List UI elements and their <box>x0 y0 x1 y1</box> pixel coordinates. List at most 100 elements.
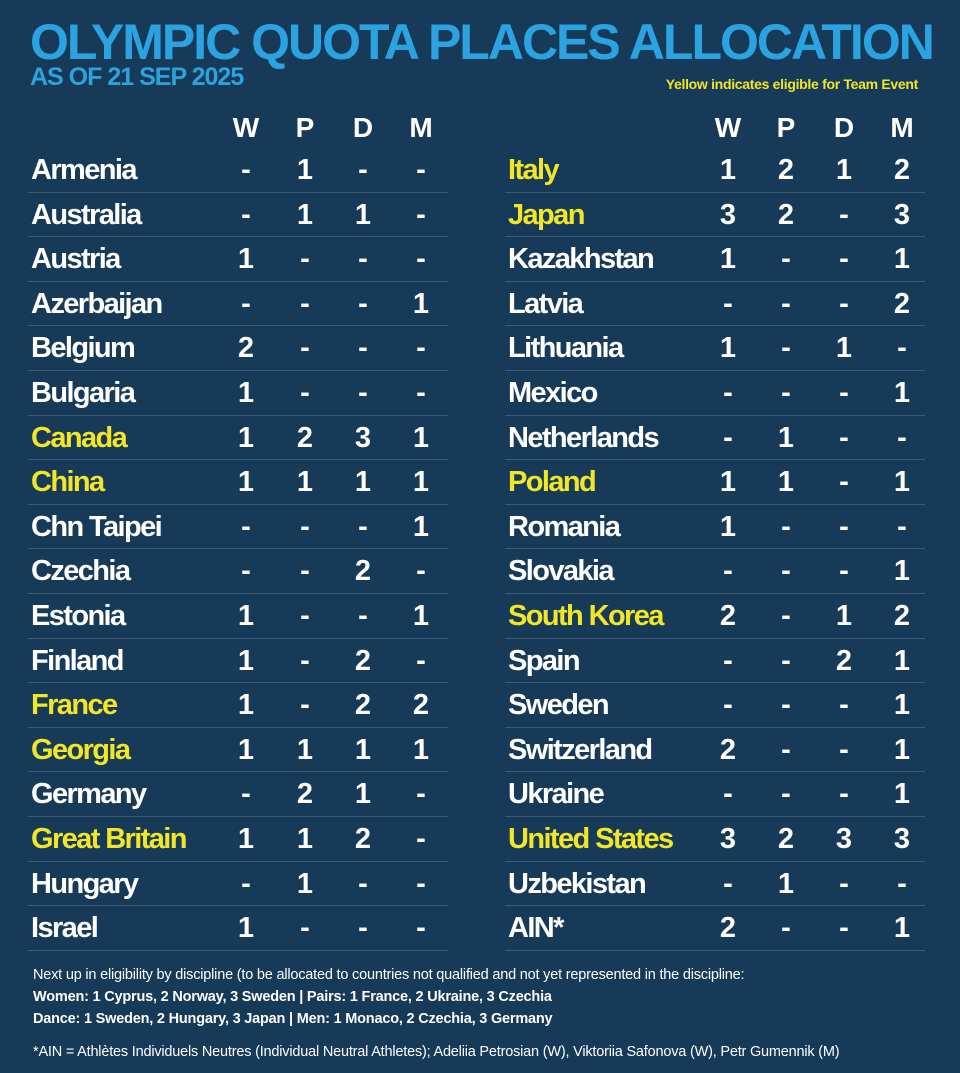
quota-cell-pairs: 2 <box>777 154 795 186</box>
quota-cell-women: 3 <box>719 822 737 855</box>
table-row: Kazakhstan 1 - - 1 <box>505 237 925 282</box>
quota-cell-pairs: - <box>781 733 791 766</box>
quota-cell-pairs: - <box>300 644 310 677</box>
country-name: Israel <box>31 912 99 945</box>
quota-cell-dance: - <box>358 287 368 320</box>
quota-cell-men: - <box>897 867 907 900</box>
quota-cell-dance: - <box>839 555 849 588</box>
quota-cell-dance: 2 <box>354 822 372 855</box>
table-row: Switzerland 2 - - 1 <box>505 728 925 773</box>
quota-table-right: W P D M Italy 1 2 1 2 Japan 3 2 - 3 Kazakhstan 1 - - 1… <box>505 108 925 951</box>
table-row: United States 3 2 3 3 <box>505 817 925 862</box>
quota-cell-pairs: - <box>300 332 310 365</box>
quota-cell-dance: - <box>839 287 849 320</box>
quota-cell-dance: 2 <box>835 644 853 677</box>
table-row: Australia - 1 1 - <box>28 193 448 238</box>
quota-cell-dance: - <box>839 689 849 722</box>
quota-cell-dance: 1 <box>354 778 372 811</box>
quota-cell-men: 1 <box>893 243 911 276</box>
country-name: Czechia <box>31 555 131 588</box>
quota-cell-men: 1 <box>412 599 430 632</box>
country-name: Georgia <box>31 733 131 766</box>
quota-cell-pairs: 1 <box>777 421 795 454</box>
quota-cell-women: 1 <box>719 243 737 276</box>
ain-footnote: *AIN = Athlètes Individuels Neutres (Ind… <box>33 1044 840 1060</box>
column-header-dance: D <box>352 112 374 143</box>
table-row: Lithuania 1 - 1 - <box>505 326 925 371</box>
table-row: Armenia - 1 - - <box>28 148 448 193</box>
quota-cell-dance: - <box>839 376 849 409</box>
country-name: France <box>31 689 118 722</box>
quota-cell-men: 1 <box>893 778 911 811</box>
quota-cell-pairs: - <box>300 599 310 632</box>
country-name: United States <box>508 822 674 855</box>
country-name: China <box>31 466 105 499</box>
quota-cell-dance: - <box>839 912 849 945</box>
quota-cell-dance: - <box>358 510 368 543</box>
column-header-men: M <box>890 112 914 143</box>
table-row: Germany - 2 1 - <box>28 772 448 817</box>
column-header-dance: D <box>833 112 855 143</box>
country-name: Great Britain <box>31 822 187 855</box>
quota-cell-pairs: - <box>300 243 310 276</box>
table-row: Sweden - - - 1 <box>505 683 925 728</box>
quota-cell-women: 1 <box>237 599 255 632</box>
column-header-pairs: P <box>776 112 796 143</box>
footer-notes: Next up in eligibility by discipline (to… <box>33 964 933 1063</box>
quota-cell-dance: 1 <box>835 332 853 365</box>
table-row: Belgium 2 - - - <box>28 326 448 371</box>
quota-cell-dance: 2 <box>354 689 372 722</box>
quota-cell-men: 1 <box>893 689 911 722</box>
country-name: Lithuania <box>508 332 624 365</box>
quota-cell-women: 2 <box>719 599 737 632</box>
quota-cell-women: - <box>241 867 251 900</box>
eligibility-line-1: Women: 1 Cyprus, 2 Norway, 3 Sweden | Pa… <box>33 989 552 1005</box>
country-name: Kazakhstan <box>508 243 655 276</box>
quota-cell-dance: - <box>839 510 849 543</box>
quota-cell-men: 2 <box>412 689 430 722</box>
quota-cell-pairs: 1 <box>296 867 314 900</box>
quota-cell-women: 1 <box>237 466 255 499</box>
quota-cell-dance: 1 <box>354 466 372 499</box>
quota-cell-dance: - <box>839 778 849 811</box>
quota-cell-men: 3 <box>893 198 911 231</box>
table-row: Austria 1 - - - <box>28 237 448 282</box>
country-name: AIN* <box>508 912 564 945</box>
quota-cell-pairs: - <box>300 912 310 945</box>
country-name: Armenia <box>31 154 137 186</box>
page-subtitle: AS OF 21 SEP 2025 <box>30 63 244 91</box>
quota-cell-women: 1 <box>237 243 255 276</box>
country-name: Hungary <box>31 867 139 900</box>
quota-cell-women: 1 <box>237 822 255 855</box>
table-row: Georgia 1 1 1 1 <box>28 728 448 773</box>
country-name: Azerbaijan <box>31 287 163 320</box>
quota-cell-women: - <box>723 287 733 320</box>
quota-cell-women: 1 <box>719 332 737 365</box>
table-row: Czechia - - 2 - <box>28 549 448 594</box>
table-row: Mexico - - - 1 <box>505 371 925 416</box>
quota-cell-women: - <box>241 287 251 320</box>
quota-cell-women: 1 <box>237 644 255 677</box>
country-name: Belgium <box>31 332 136 365</box>
country-name: Finland <box>31 644 125 677</box>
table-row: Hungary - 1 - - <box>28 862 448 907</box>
quota-cell-pairs: - <box>300 555 310 588</box>
quota-cell-men: - <box>416 376 426 409</box>
quota-cell-dance: 1 <box>835 154 853 186</box>
quota-cell-dance: 3 <box>354 421 372 454</box>
quota-cell-pairs: 1 <box>296 822 314 855</box>
quota-cell-women: - <box>241 778 251 811</box>
column-header-row: W P D M <box>505 108 925 148</box>
quota-cell-men: - <box>416 555 426 588</box>
quota-cell-dance: - <box>839 198 849 231</box>
quota-cell-women: - <box>723 689 733 722</box>
quota-cell-women: - <box>241 154 251 186</box>
quota-cell-pairs: 2 <box>777 822 795 855</box>
quota-cell-men: - <box>416 198 426 231</box>
quota-cell-women: 2 <box>719 733 737 766</box>
quota-cell-men: - <box>897 510 907 543</box>
quota-cell-pairs: - <box>781 243 791 276</box>
quota-cell-pairs: - <box>781 644 791 677</box>
quota-cell-dance: - <box>839 243 849 276</box>
country-name: Slovakia <box>508 555 614 588</box>
